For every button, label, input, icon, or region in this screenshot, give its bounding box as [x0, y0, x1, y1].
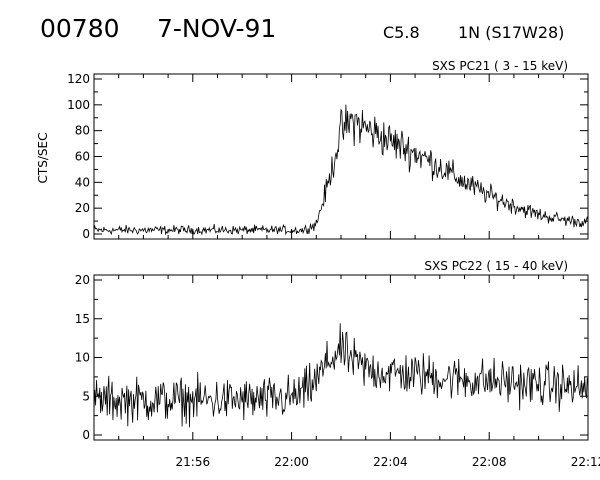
x-tick-label: 22:12 — [571, 455, 600, 469]
panel-1-title: SXS PC21 ( 3 - 15 keV) — [432, 59, 568, 73]
y-tick-label: 40 — [75, 175, 90, 189]
y-tick-label: 10 — [75, 351, 90, 365]
event-location: 1N (S17W28) — [458, 23, 565, 42]
panel-2-title: SXS PC22 ( 15 - 40 keV) — [424, 259, 568, 273]
y-tick-label: 15 — [75, 312, 90, 326]
x-tick-label: 22:08 — [472, 455, 507, 469]
x-tick-label: 22:04 — [373, 455, 408, 469]
event-class: C5.8 — [383, 23, 420, 42]
panel-1-y-axis-label: CTS/SEC — [36, 133, 50, 184]
y-tick-label: 80 — [75, 124, 90, 138]
y-tick-label: 5 — [82, 389, 90, 403]
y-tick-label: 20 — [75, 201, 90, 215]
y-tick-label: 120 — [67, 72, 90, 86]
x-tick-label: 22:00 — [274, 455, 309, 469]
event-date: 7-NOV-91 — [157, 14, 277, 43]
panel-2-series-line — [93, 323, 589, 428]
x-tick-label: 21:56 — [176, 455, 211, 469]
y-tick-label: 100 — [67, 98, 90, 112]
y-tick-label: 0 — [82, 428, 90, 442]
y-tick-label: 20 — [75, 273, 90, 287]
panel-1-series-line — [93, 104, 589, 236]
panel-1-frame — [93, 73, 589, 240]
y-tick-label: 60 — [75, 150, 90, 164]
event-id: 00780 — [40, 14, 120, 43]
y-tick-label: 0 — [82, 227, 90, 241]
